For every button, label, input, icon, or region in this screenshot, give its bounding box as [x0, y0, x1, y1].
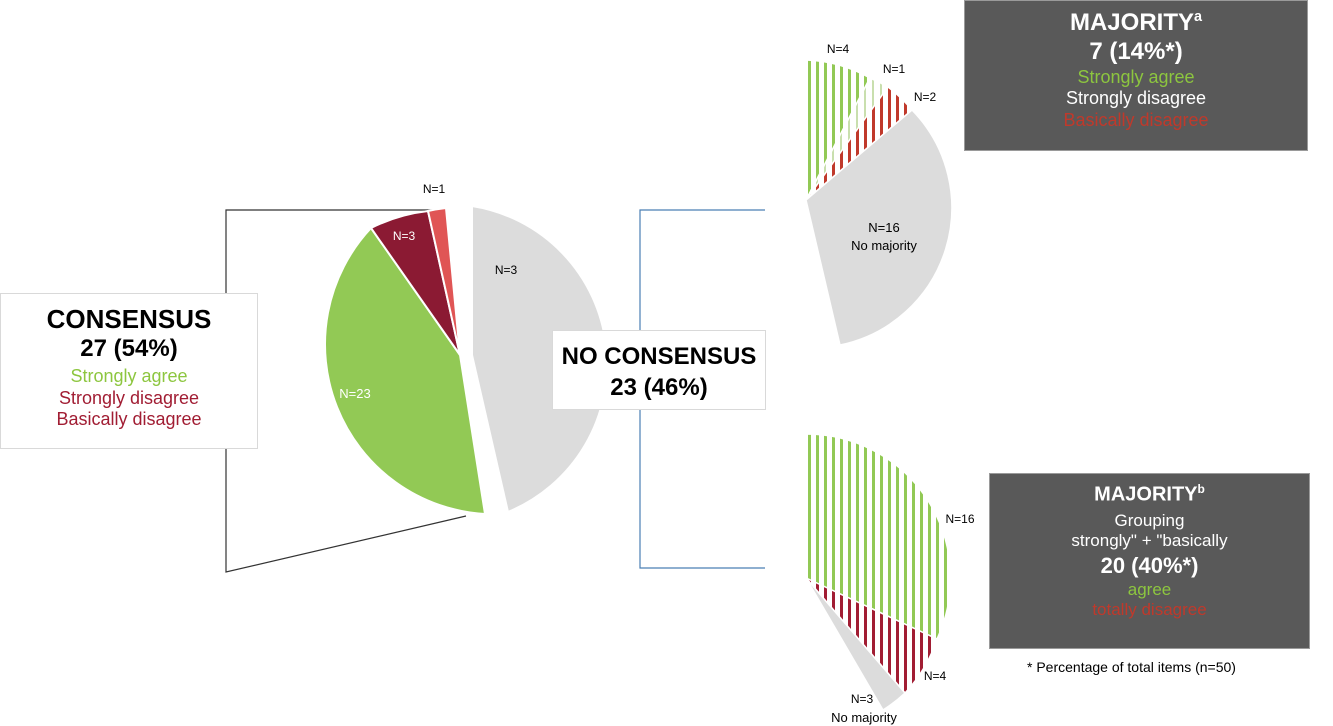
- consensus-line-basically-disagree: Basically disagree: [56, 409, 202, 430]
- top-pie-label-no-majority: No majority: [851, 238, 917, 253]
- majority-a-line-strongly-disagree: Strongly disagree: [1065, 88, 1207, 109]
- majority-b-superscript: b: [1197, 482, 1205, 496]
- main-pie-slice-consensus-agree: [323, 226, 487, 516]
- majority-a-count: 7 (14%*): [1089, 37, 1183, 65]
- bottom-pie-label-n16: N=16: [945, 512, 974, 526]
- bottom-pie-label-no-majority: No majority: [831, 710, 897, 725]
- main-pie-label-n23: N=23: [339, 386, 370, 401]
- top-pie-slice-no-majority: [805, 108, 953, 346]
- consensus-line-strongly-agree: Strongly agree: [70, 365, 188, 386]
- majority-b-line-agree: agree: [1127, 579, 1172, 599]
- bottom-pie-label-n4: N=4: [924, 669, 947, 683]
- majority-b-line-totally-disagree: totally disagree: [1092, 600, 1207, 620]
- top-pie-label-n16: N=16: [868, 220, 899, 235]
- majority-a-superscript: a: [1194, 9, 1203, 25]
- majority-a-line-strongly-agree: Strongly agree: [1077, 66, 1195, 87]
- majority-a-title: MAJORITYa: [965, 9, 1307, 38]
- majority-b-title: MAJORITYb: [990, 482, 1309, 507]
- top-pie-label-n2: N=2: [914, 90, 937, 104]
- majority-b-grouping-detail: strongly" + "basically: [1071, 531, 1228, 551]
- bottom-pie-label-n3: N=3: [851, 692, 874, 706]
- consensus-box: CONSENSUS 27 (54%) Strongly agree Strong…: [0, 293, 258, 449]
- main-pie-label-n3-gray: N=3: [495, 263, 518, 277]
- majority-a-line-basically-disagree: Basically disagree: [1063, 109, 1209, 130]
- majority-b-title-text: MAJORITY: [1094, 483, 1198, 506]
- majority-a-title-text: MAJORITY: [1069, 9, 1194, 36]
- majority-b-count: 20 (40%*): [1100, 553, 1199, 579]
- main-pie-label-n1: N=1: [423, 182, 446, 196]
- top-pie-label-n4: N=4: [827, 42, 850, 56]
- main-pie: [323, 204, 609, 516]
- no-consensus-title: NO CONSENSUS: [561, 343, 757, 370]
- bottom-pie-slice-no-majority: [805, 577, 907, 712]
- top-pie: [805, 59, 953, 346]
- footnote: * Percentage of total items (n=50): [1027, 659, 1236, 675]
- main-pie-slice-consensus-basically-disagree: [426, 206, 461, 356]
- bottom-pie: [805, 433, 952, 712]
- majority-a-box: MAJORITYa 7 (14%*) Strongly agree Strong…: [964, 0, 1308, 151]
- majority-b-box: MAJORITYb Grouping strongly" + "basicall…: [989, 473, 1310, 649]
- no-consensus-box: NO CONSENSUS 23 (46%): [552, 330, 766, 410]
- top-pie-label-n1: N=1: [883, 62, 906, 76]
- main-pie-label-n3-red: N=3: [393, 229, 416, 243]
- majority-b-grouping: Grouping: [1114, 510, 1185, 530]
- consensus-line-strongly-disagree: Strongly disagree: [58, 387, 200, 408]
- consensus-title: CONSENSUS: [46, 304, 212, 334]
- no-consensus-count: 23 (46%): [610, 374, 708, 402]
- bottom-pie-slice-agree: [805, 433, 952, 640]
- consensus-count: 27 (54%): [80, 335, 178, 363]
